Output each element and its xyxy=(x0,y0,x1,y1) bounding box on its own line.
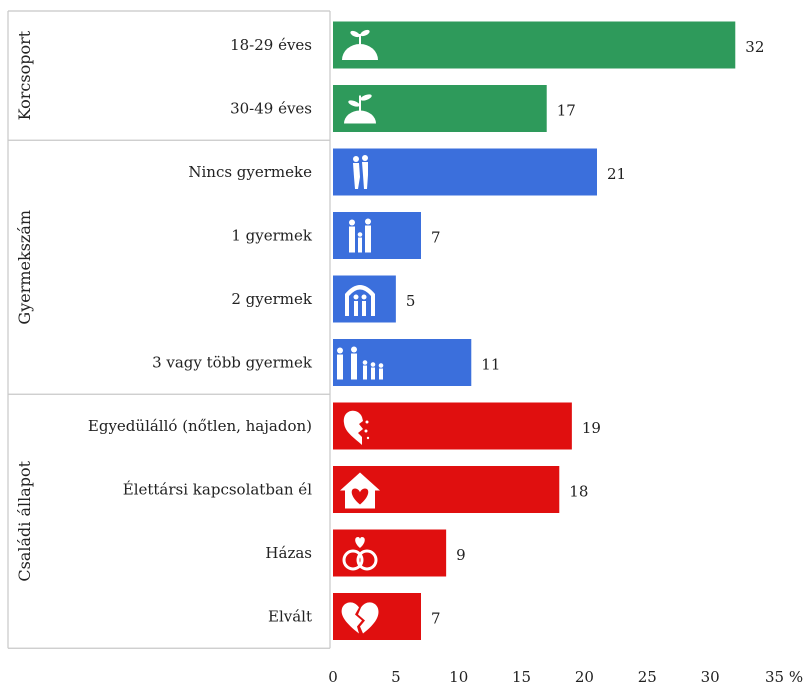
seedling-icon xyxy=(344,94,376,124)
group-layer: Korcsoport Gyermekszám Családi állapot xyxy=(7,10,331,649)
category-label: Nincs gyermeke xyxy=(188,163,312,181)
value-label: 19 xyxy=(582,419,601,437)
category-label: Elvált xyxy=(268,608,312,626)
category-label: 1 gyermek xyxy=(231,227,313,245)
sprout-icon xyxy=(342,29,378,60)
value-label: 7 xyxy=(431,229,441,247)
value-label: 11 xyxy=(481,356,500,374)
category-label: Élettársi kapcsolatban él xyxy=(123,481,312,499)
broken-heart-icon xyxy=(341,602,379,634)
value-label: 9 xyxy=(456,546,466,564)
value-label: 21 xyxy=(607,165,626,183)
wedding-rings-icon xyxy=(342,537,378,571)
value-label: 32 xyxy=(745,38,764,56)
group-label: Korcsoport xyxy=(15,30,34,120)
category-label: 3 vagy több gyermek xyxy=(152,354,313,372)
x-tick-label: 10 xyxy=(449,668,468,686)
x-tick-label: 15 xyxy=(512,668,531,686)
x-tick-label: 25 xyxy=(638,668,657,686)
x-tick-label: 0 xyxy=(328,668,338,686)
category-label: Házas xyxy=(265,544,312,562)
value-label: 17 xyxy=(557,102,576,120)
value-label: 5 xyxy=(406,292,416,310)
bar-layer: 18-29 éves 32 30-49 éves 17 Nincs gyermeke 21… xyxy=(88,21,764,640)
bar xyxy=(333,148,597,196)
x-tick-label: 20 xyxy=(575,668,594,686)
heart-house-icon xyxy=(340,472,380,509)
family-three-children-icon xyxy=(337,346,384,380)
x-tick-label: 35 % xyxy=(765,668,803,686)
bar xyxy=(333,21,736,69)
family-one-child-icon xyxy=(349,218,371,253)
group-label: Gyermekszám xyxy=(15,210,34,325)
category-label: 18-29 éves xyxy=(230,36,312,54)
bar xyxy=(333,212,421,259)
category-label: 2 gyermek xyxy=(231,290,313,308)
group-label: Családi állapot xyxy=(15,460,34,581)
category-label: Egyedülálló (nőtlen, hajadon) xyxy=(88,417,312,435)
value-label: 18 xyxy=(569,483,588,501)
x-tick-label: 30 xyxy=(701,668,720,686)
bar xyxy=(333,85,547,132)
category-label: 30-49 éves xyxy=(230,100,312,118)
x-axis: 0 5 10 15 20 25 30 35 % xyxy=(328,668,803,686)
value-label: 7 xyxy=(431,610,441,628)
family-two-children-icon xyxy=(345,285,375,316)
x-tick-label: 5 xyxy=(391,668,401,686)
couple-icon xyxy=(353,155,368,189)
bar xyxy=(333,402,572,450)
half-heart-icon xyxy=(343,410,370,445)
